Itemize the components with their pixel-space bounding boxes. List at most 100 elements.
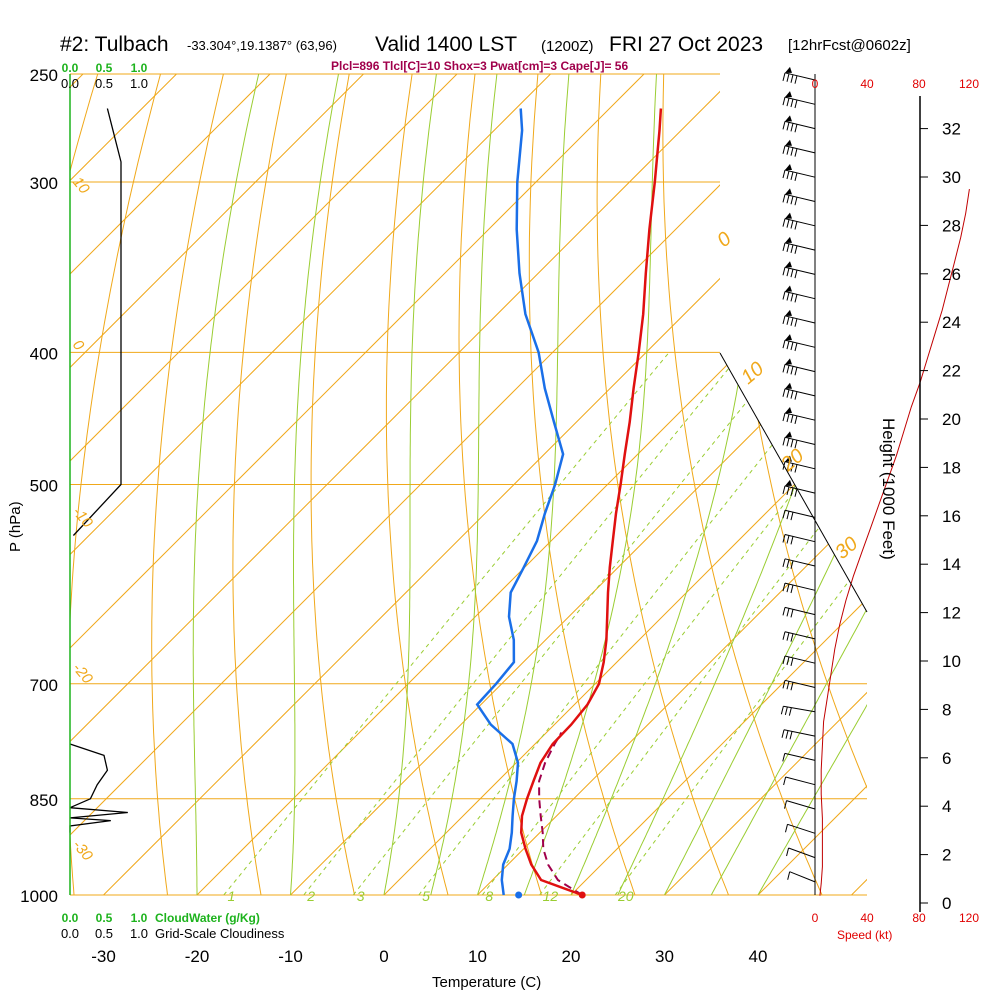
height-tick-label: 2	[942, 846, 951, 865]
wind-barb	[782, 334, 816, 352]
forecast-date: FRI 27 Oct 2023	[609, 33, 763, 56]
isotherm-label: 0	[713, 228, 736, 252]
height-tick-label: 24	[942, 313, 961, 332]
isotherm-line	[70, 74, 645, 895]
cloudiness-label: Grid-Scale Cloudiness	[155, 926, 285, 941]
wind-speed-profile	[819, 189, 970, 896]
mixing-ratio-label: 3	[357, 888, 365, 904]
isotherm-label: 0	[69, 337, 88, 355]
wind-barb	[786, 847, 816, 859]
temperature-profile	[519, 108, 663, 897]
wind-barb	[782, 606, 816, 618]
moist-adiabat	[383, 74, 437, 895]
wind-barb	[782, 582, 816, 594]
mixing-ratio-line	[352, 351, 787, 895]
isotherm-line	[851, 74, 867, 895]
height-tick-label: 30	[942, 168, 961, 187]
wind-barb	[782, 558, 816, 569]
height-tick-label: 26	[942, 265, 961, 284]
wind-barb	[782, 455, 816, 473]
cloudwater-tick-bottom: 0.0	[62, 911, 79, 925]
isobars	[70, 181, 867, 896]
wind-barb	[782, 431, 816, 449]
wind-barb	[782, 407, 816, 425]
moist-adiabat	[523, 74, 657, 895]
moist-adiabat	[757, 74, 867, 895]
pressure-tick-label: 250	[30, 66, 58, 85]
isotherm-line	[290, 74, 867, 895]
dry-adiabat	[385, 74, 449, 895]
dewpoint-profile	[475, 108, 565, 896]
isotherm-line	[70, 74, 738, 895]
wind-barb	[787, 871, 816, 883]
wind-barb	[782, 139, 816, 157]
isotherm-line	[570, 74, 867, 895]
mixing-ratio-label: 5	[422, 888, 430, 904]
zulu-time: (1200Z)	[541, 38, 594, 55]
height-tick-label: 22	[942, 362, 961, 381]
low-cloudiness-line	[69, 743, 128, 833]
cloudiness-tick-bottom: 0.5	[95, 926, 113, 941]
panel-boundary	[719, 352, 868, 613]
wind-barb	[782, 236, 816, 254]
isotherm-label: 10	[737, 358, 768, 389]
surface-temperature-marker	[578, 891, 586, 899]
wind-barb	[782, 631, 816, 642]
wind-barb	[785, 823, 816, 834]
speed-label: Speed (kt)	[837, 928, 892, 942]
dry-adiabat	[851, 74, 867, 895]
speed-tick-top: 120	[959, 77, 979, 91]
height-tick-label: 20	[942, 410, 961, 429]
x-axis-title: Temperature (C)	[432, 974, 541, 991]
height-tick-label: 28	[942, 216, 961, 235]
wind-barb	[782, 358, 816, 376]
height-tick-label: 14	[942, 555, 961, 574]
mixing-ratio-lines	[223, 351, 867, 895]
dry-adiabat	[232, 74, 287, 895]
upper-cloudiness-line	[72, 108, 122, 536]
speed-tick-top: 80	[912, 77, 926, 91]
mixing-ratio-label: 2	[306, 888, 315, 904]
sounding-profiles	[475, 108, 663, 899]
moist-adiabat	[710, 74, 867, 895]
temperature-tick-label: 10	[468, 947, 487, 966]
pressure-tick-label: 850	[30, 791, 58, 810]
cloudiness-tick-bottom: 1.0	[130, 926, 148, 941]
wind-barb	[782, 509, 816, 521]
isotherm-line	[70, 74, 364, 895]
wind-barb	[781, 729, 816, 740]
isotherm-label: -10	[69, 504, 96, 532]
dry-adiabat	[458, 74, 542, 895]
moist-adiabat	[290, 74, 339, 895]
wind-barb	[782, 188, 816, 206]
moist-adiabat	[430, 74, 498, 895]
isotherm-line	[945, 74, 1000, 895]
speed-tick-bottom: 40	[860, 911, 874, 925]
height-tick-label: 8	[942, 700, 951, 719]
isotherm-label: 30	[831, 533, 862, 564]
speed-tick-top: 0	[812, 77, 819, 91]
isotherm-line	[70, 74, 551, 895]
wind-barb	[782, 66, 816, 84]
wind-barb	[782, 261, 816, 279]
cloudwater-tick-bottom: 1.0	[131, 911, 148, 925]
parcel-profile	[538, 731, 583, 896]
temperature-tick-label: 0	[379, 947, 388, 966]
height-tick-label: 6	[942, 749, 951, 768]
dry-adiabat	[915, 74, 1000, 895]
cloudiness-profile	[69, 74, 128, 895]
temperature-tick-label: 20	[562, 947, 581, 966]
dry-adiabat	[528, 74, 636, 895]
isotherm-line	[70, 74, 271, 895]
speed-tick-bottom: 120	[959, 911, 979, 925]
moist-adiabat	[192, 74, 260, 895]
isotherm-line	[70, 74, 832, 895]
dry-adiabat	[151, 74, 224, 895]
moist-adiabat	[664, 74, 867, 895]
height-tick-label: 18	[942, 458, 961, 477]
cloudiness-tick-top: 0.5	[95, 76, 113, 91]
cloudiness-tick-bottom: 0.0	[61, 926, 79, 941]
mixing-ratio-label: 20	[617, 888, 634, 904]
mixing-ratio-line	[481, 351, 867, 895]
